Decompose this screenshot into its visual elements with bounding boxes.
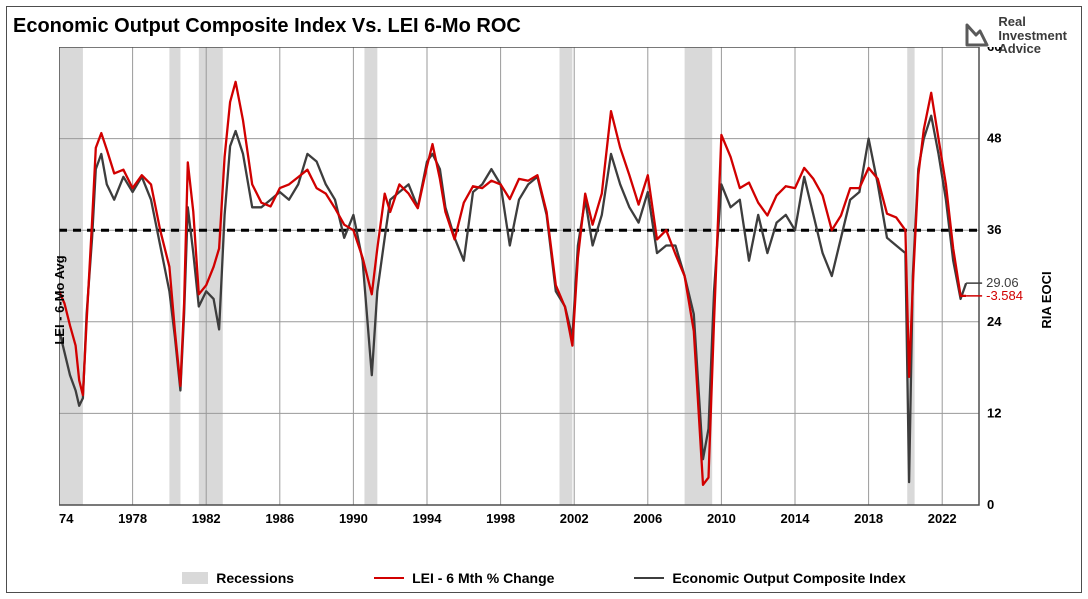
right-tick: 36 [987,222,1001,237]
x-tick: 1994 [413,511,443,526]
right-tick: 60 [987,47,1001,54]
legend-eoci: Economic Output Composite Index [634,570,905,586]
x-tick: 2022 [928,511,957,526]
legend-recessions-label: Recessions [216,570,294,586]
lei-line [59,82,966,485]
right-tick: 12 [987,405,1001,420]
right-tick: 24 [987,314,1002,329]
chart-title: Economic Output Composite Index Vs. LEI … [13,15,521,38]
x-tick: 1990 [339,511,368,526]
x-tick: 1982 [192,511,221,526]
x-tick: 2002 [560,511,589,526]
x-tick: 1986 [265,511,294,526]
left-axis-label: LEI - 6-Mo Avg [52,255,67,344]
logo-line1: Real [998,15,1067,29]
x-tick: 2018 [854,511,883,526]
chart-frame: Economic Output Composite Index Vs. LEI … [6,6,1082,593]
eoci-line [59,116,966,482]
legend-lei-label: LEI - 6 Mth % Change [412,570,554,586]
x-tick: 1998 [486,511,515,526]
legend-eoci-label: Economic Output Composite Index [672,570,905,586]
x-tick: 1978 [118,511,147,526]
x-tick: 2014 [781,511,811,526]
legend-lei: LEI - 6 Mth % Change [374,570,554,586]
plot-area: 1974 1978 1982 1986 1990 1994 1998 2002 2006 2010… [59,47,1039,547]
x-tick: 2010 [707,511,736,526]
right-tick: 48 [987,131,1001,146]
right-tick: 0 [987,497,994,512]
legend-recessions: Recessions [182,570,294,586]
x-tick: 2006 [633,511,662,526]
x-tick: 1974 [59,511,74,526]
legend: Recessions LEI - 6 Mth % Change Economic… [7,570,1081,586]
right-axis-label: RIA EOCI [1039,271,1054,328]
callout-lei: -3.584 [986,288,1023,303]
logo-line2: Investment [998,29,1067,43]
